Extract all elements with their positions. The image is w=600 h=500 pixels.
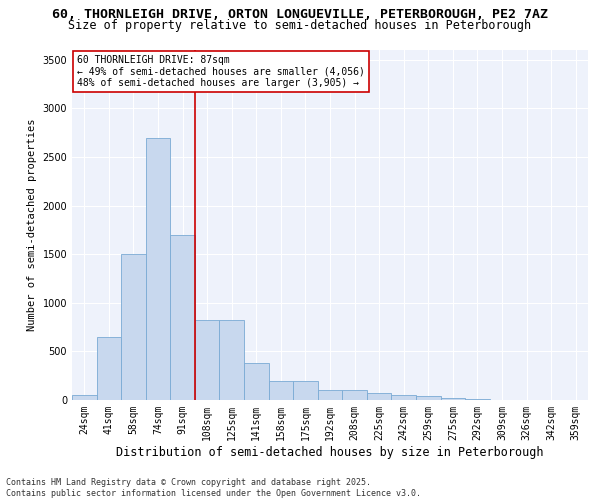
Bar bbox=[121, 254, 146, 400]
Bar bbox=[146, 138, 170, 400]
Bar bbox=[416, 396, 440, 400]
Text: Contains HM Land Registry data © Crown copyright and database right 2025.
Contai: Contains HM Land Registry data © Crown c… bbox=[6, 478, 421, 498]
Y-axis label: Number of semi-detached properties: Number of semi-detached properties bbox=[27, 118, 37, 331]
Text: Size of property relative to semi-detached houses in Peterborough: Size of property relative to semi-detach… bbox=[68, 18, 532, 32]
X-axis label: Distribution of semi-detached houses by size in Peterborough: Distribution of semi-detached houses by … bbox=[116, 446, 544, 458]
Bar bbox=[72, 394, 97, 400]
Bar bbox=[318, 390, 342, 400]
Bar bbox=[293, 380, 318, 400]
Bar bbox=[342, 390, 367, 400]
Bar bbox=[440, 398, 465, 400]
Bar bbox=[465, 399, 490, 400]
Bar bbox=[391, 394, 416, 400]
Text: 60, THORNLEIGH DRIVE, ORTON LONGUEVILLE, PETERBOROUGH, PE2 7AZ: 60, THORNLEIGH DRIVE, ORTON LONGUEVILLE,… bbox=[52, 8, 548, 20]
Text: 60 THORNLEIGH DRIVE: 87sqm
← 49% of semi-detached houses are smaller (4,056)
48%: 60 THORNLEIGH DRIVE: 87sqm ← 49% of semi… bbox=[77, 55, 365, 88]
Bar bbox=[170, 234, 195, 400]
Bar bbox=[269, 380, 293, 400]
Bar bbox=[244, 363, 269, 400]
Bar bbox=[220, 320, 244, 400]
Bar bbox=[97, 337, 121, 400]
Bar bbox=[367, 392, 391, 400]
Bar bbox=[195, 320, 220, 400]
